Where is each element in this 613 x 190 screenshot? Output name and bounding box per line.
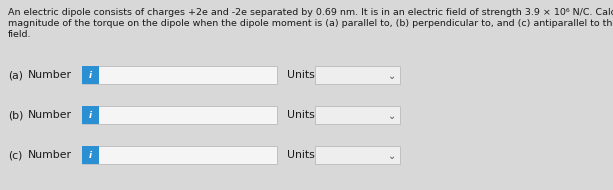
Bar [82,146,99,164]
Text: field.: field. [8,30,31,39]
Text: ⌄: ⌄ [388,111,396,121]
Text: Number: Number [28,110,72,120]
Text: (a): (a) [8,70,23,80]
Text: Units: Units [287,70,314,80]
Text: magnitude of the torque on the dipole when the dipole moment is (a) parallel to,: magnitude of the torque on the dipole wh… [8,19,613,28]
Text: i: i [89,150,92,159]
Text: Number: Number [28,70,72,80]
Bar [82,66,277,84]
Text: ⌄: ⌄ [388,151,396,161]
Text: ⌄: ⌄ [388,71,396,81]
Bar [315,146,400,164]
Bar [82,106,277,124]
Bar [315,106,400,124]
Bar [82,66,99,84]
Text: (c): (c) [8,150,23,160]
Text: Units: Units [287,110,314,120]
Text: Units: Units [287,150,314,160]
Text: An electric dipole consists of charges +2e and -2e separated by 0.69 nm. It is i: An electric dipole consists of charges +… [8,8,613,17]
Bar [315,66,400,84]
Text: Number: Number [28,150,72,160]
Text: i: i [89,111,92,120]
Text: (b): (b) [8,110,23,120]
Text: i: i [89,70,92,79]
Bar [82,106,99,124]
Bar [82,146,277,164]
